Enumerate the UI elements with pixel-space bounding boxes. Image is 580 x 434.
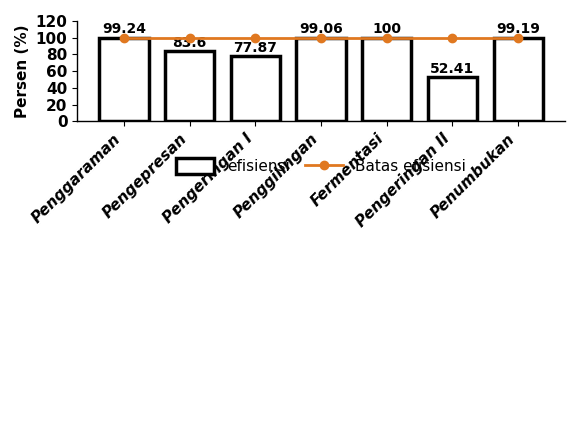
- Text: 77.87: 77.87: [233, 40, 277, 55]
- Legend: efisiensi, Batas efisiensi: efisiensi, Batas efisiensi: [169, 151, 474, 182]
- Bar: [362, 38, 411, 121]
- Text: 52.41: 52.41: [430, 62, 474, 76]
- Text: 99.06: 99.06: [299, 23, 343, 36]
- Bar: [494, 38, 543, 121]
- Y-axis label: Persen (%): Persen (%): [15, 24, 30, 118]
- Bar: [165, 51, 214, 121]
- Bar: [428, 78, 477, 121]
- Bar: [296, 39, 346, 121]
- Text: 99.24: 99.24: [102, 22, 146, 36]
- Text: 83.6: 83.6: [172, 36, 207, 50]
- Bar: [99, 38, 148, 121]
- Bar: [231, 56, 280, 121]
- Text: 100: 100: [372, 22, 401, 36]
- Text: 99.19: 99.19: [496, 22, 540, 36]
